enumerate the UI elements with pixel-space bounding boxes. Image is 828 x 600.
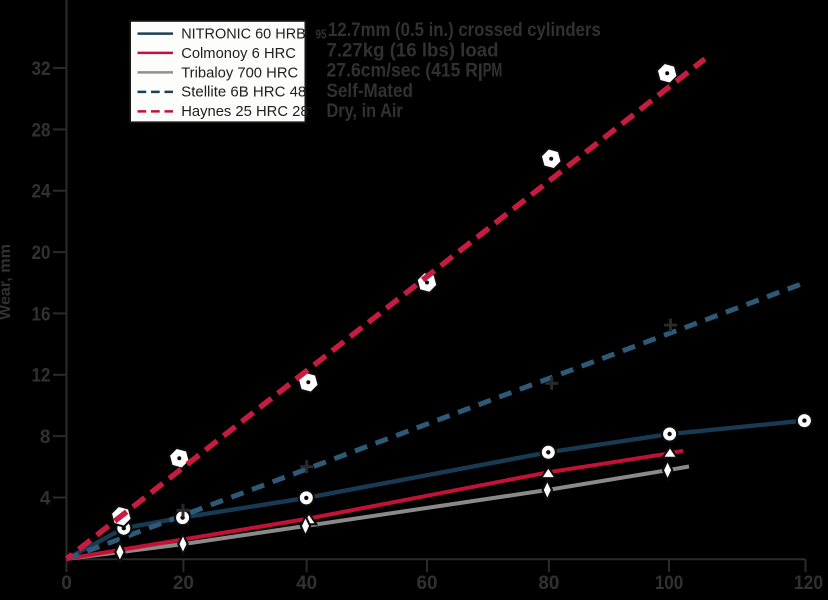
svg-text:12.7mm (0.5 in.) crossed cylin: 12.7mm (0.5 in.) crossed cylinders	[328, 20, 601, 41]
svg-text:Self-Mated: Self-Mated	[327, 81, 413, 102]
svg-text:20: 20	[32, 243, 51, 264]
svg-text:100: 100	[655, 573, 683, 594]
svg-text:Dry, in Air: Dry, in Air	[327, 101, 404, 122]
svg-text:28: 28	[32, 120, 51, 141]
svg-text:Stellite 6B HRC 48: Stellite 6B HRC 48	[181, 85, 306, 101]
svg-text:0: 0	[61, 573, 72, 594]
svg-text:Tribaloy 700 HRC: Tribaloy 700 HRC	[181, 65, 298, 81]
svg-text:12: 12	[32, 366, 51, 387]
svg-text:24: 24	[32, 182, 51, 203]
svg-text:8: 8	[40, 427, 51, 448]
svg-text:Wear, mm: Wear, mm	[0, 244, 14, 320]
svg-text:7.27kg (16 lbs) load: 7.27kg (16 lbs) load	[327, 40, 499, 61]
svg-text:80: 80	[538, 573, 559, 594]
svg-text:60: 60	[417, 573, 438, 594]
svg-text:NITRONIC 60 HRB: NITRONIC 60 HRB	[181, 27, 306, 43]
svg-text:120: 120	[794, 573, 823, 594]
svg-text:PM: PM	[483, 61, 503, 82]
svg-text:16: 16	[32, 304, 51, 325]
svg-text:Haynes 25 HRC 28: Haynes 25 HRC 28	[181, 104, 308, 120]
svg-text:40: 40	[296, 573, 317, 594]
svg-text:27.6cm/sec (415 R: 27.6cm/sec (415 R	[327, 61, 479, 82]
svg-text:Colmonoy 6 HRC: Colmonoy 6 HRC	[181, 46, 296, 62]
svg-text:95: 95	[316, 27, 327, 42]
svg-text:20: 20	[173, 573, 194, 594]
svg-text:4: 4	[40, 488, 51, 509]
svg-text:32: 32	[32, 59, 51, 80]
